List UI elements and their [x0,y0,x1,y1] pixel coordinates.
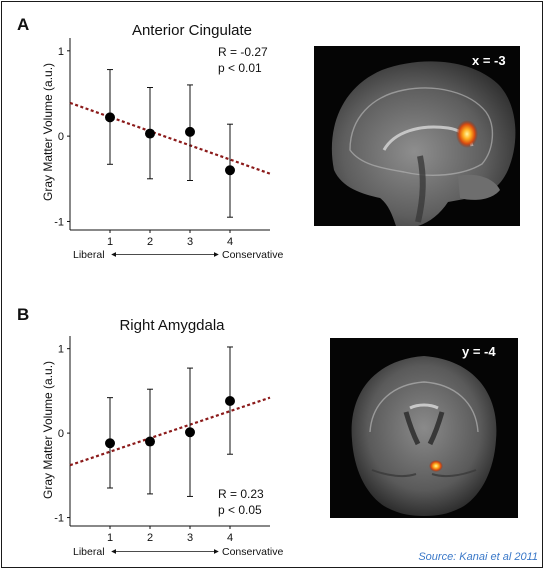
x-right-label: Conservative [222,546,283,558]
data-point [105,438,115,449]
x-direction-legend: Liberal Conservative [73,249,283,261]
trendline [69,101,271,175]
plot-area-a: 1 0 -1 1 2 3 4 [54,38,271,248]
y-tick-label: -1 [54,216,64,228]
brain-slice-label: y = -4 [462,344,496,359]
brain-slice-label: x = -3 [472,53,506,68]
data-point [225,165,235,176]
stat-r: R = 0.23 [218,487,264,501]
x-tick-label: 1 [107,236,113,248]
trendline [69,396,271,467]
panel-letter-a: A [17,15,29,34]
x-tick-label: 3 [187,532,193,544]
x-left-label: Liberal [73,249,105,261]
chart-title: Right Amygdala [119,317,225,334]
x-tick-label: 3 [187,236,193,248]
y-tick-label: 0 [58,131,64,143]
x-tick-label: 2 [147,236,153,248]
x-ticks: 1 2 3 4 [107,236,233,248]
y-ticks: 1 0 -1 [54,344,64,525]
data-point [185,126,195,137]
stats-a: R = -0.27 p < 0.01 [218,45,268,75]
x-right-label: Conservative [222,249,283,261]
stat-p: p < 0.05 [218,503,262,517]
x-ticks: 1 2 3 4 [107,532,233,544]
x-tick-label: 4 [227,236,233,248]
data-point [145,436,155,447]
x-tick-label: 2 [147,532,153,544]
data-point [145,128,155,139]
data-point [225,396,235,407]
plot-area-b: 1 0 -1 1 2 3 4 [54,336,271,544]
stats-b: R = 0.23 p < 0.05 [218,487,264,517]
panel-b: B Right Amygdala Gray Matter Volume (a.u… [17,305,518,558]
stat-r: R = -0.27 [218,45,268,59]
panel-a: A Anterior Cingulate Gray Matter Volume … [17,15,520,261]
data-marks [67,50,271,233]
x-tick-label: 1 [107,532,113,544]
chart-title: Anterior Cingulate [132,22,252,39]
stat-p: p < 0.01 [218,61,262,75]
brain-image-coronal: y = -4 [330,338,518,518]
source-credit: Source: Kanai et al 2011 [418,551,538,563]
brain-image-sagittal: x = -3 [314,46,520,226]
y-ticks: 1 0 -1 [54,46,64,229]
x-direction-legend: Liberal Conservative [73,546,283,558]
y-axis-label: Gray Matter Volume (a.u.) [41,361,55,499]
x-left-label: Liberal [73,546,105,558]
y-tick-label: 1 [58,46,64,58]
y-axis-label: Gray Matter Volume (a.u.) [41,63,55,201]
y-tick-label: -1 [54,513,64,525]
y-tick-label: 0 [58,428,64,440]
y-tick-label: 1 [58,344,64,356]
data-point [105,112,115,123]
panel-letter-b: B [17,305,29,324]
data-marks [67,346,271,529]
data-point [185,427,195,438]
x-tick-label: 4 [227,532,233,544]
